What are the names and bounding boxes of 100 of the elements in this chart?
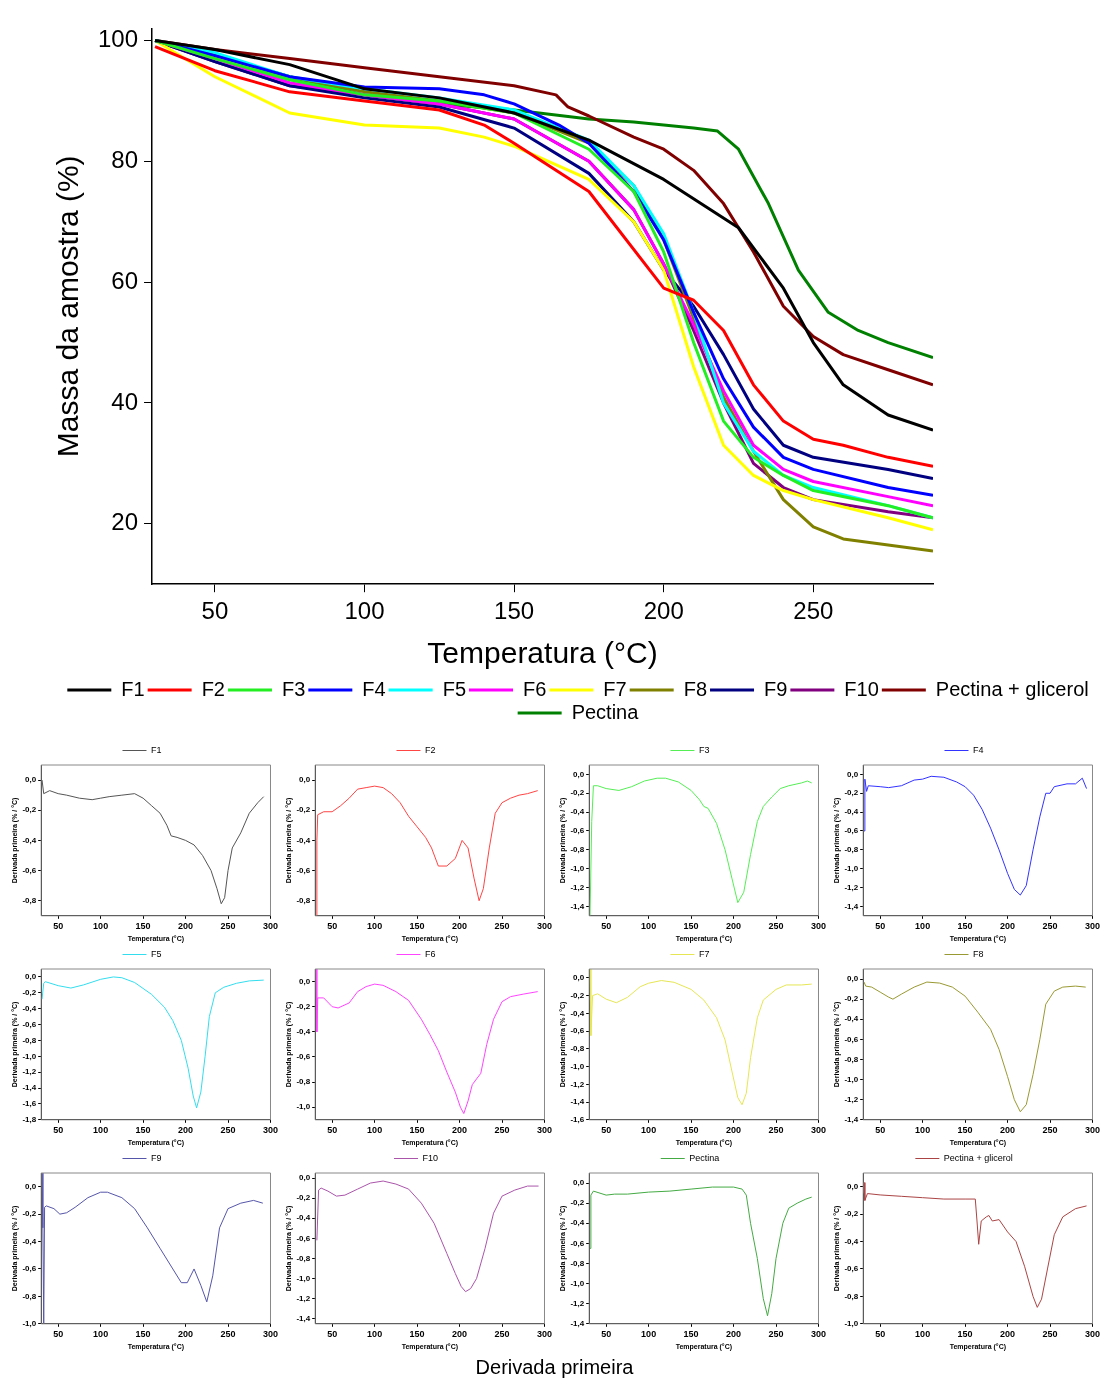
x-tick-label: 200: [1000, 920, 1016, 931]
y-tick-label: 20: [111, 508, 139, 536]
legend-label: F4: [973, 744, 984, 755]
y-axis-title: Massa da amostra (%): [51, 155, 85, 458]
y-tick-label: 0,0: [573, 769, 585, 779]
x-tick-label: 100: [93, 1124, 109, 1135]
x-tick-label: 200: [178, 920, 194, 931]
y-tick-label: -0,6: [296, 1052, 311, 1062]
x-tick-label: 200: [1000, 1124, 1016, 1135]
y-tick-label: 0,0: [847, 1181, 859, 1191]
legend-label: F8: [683, 677, 708, 700]
y-tick-label: -0,2: [296, 1193, 311, 1203]
x-tick-label: 100: [367, 1328, 383, 1339]
x-tick-label: 150: [683, 920, 699, 931]
x-tick-label: 50: [327, 1328, 338, 1339]
y-tick-label: -0,8: [22, 1291, 37, 1301]
y-tick-label: 0,0: [299, 976, 311, 986]
y-tick-label: -0,8: [296, 1077, 311, 1087]
x-tick-label: 50: [875, 920, 886, 931]
x-tick-label: 100: [641, 1328, 657, 1339]
y-tick-label: -0,2: [844, 994, 859, 1004]
x-tick-label: 150: [135, 920, 151, 931]
y-tick-label: -1,2: [844, 1094, 859, 1104]
x-tick-label: 50: [875, 1328, 886, 1339]
y-tick-label: -0,6: [296, 1233, 311, 1243]
x-tick-label: 250: [220, 920, 236, 931]
x-tick-label: 50: [601, 920, 612, 931]
x-tick-label: 300: [1084, 1328, 1101, 1339]
y-tick-label: 0,0: [847, 769, 859, 779]
x-tick-label: 300: [536, 1328, 553, 1339]
x-tick-label: 250: [494, 1328, 510, 1339]
legend-label: F2: [425, 744, 436, 755]
x-tick-label: 250: [1042, 1328, 1058, 1339]
x-tick-label: 100: [367, 920, 383, 931]
x-tick-label: 50: [327, 920, 338, 931]
legend-label: F7: [603, 677, 627, 700]
x-tick-label: 300: [1084, 920, 1101, 931]
x-tick-label: 250: [1042, 1124, 1058, 1135]
x-tick-label: 200: [452, 920, 468, 931]
y-tick-label: -0,6: [22, 865, 37, 875]
x-tick-label: 300: [262, 1124, 279, 1135]
y-tick-label: -0,4: [296, 1213, 311, 1223]
y-tick-label: -1,4: [22, 1083, 37, 1093]
text: Derivada primeira: [474, 1356, 635, 1379]
y-tick-label: -1,0: [570, 1278, 585, 1288]
x-tick-label: 100: [915, 920, 931, 931]
y-tick-label: -0,4: [22, 1236, 37, 1246]
y-tick-label: -0,2: [570, 1198, 585, 1208]
x-tick-label: 50: [327, 1124, 338, 1135]
legend-label: F3: [699, 744, 710, 755]
y-tick-label: -0,4: [296, 835, 311, 845]
x-tick-label: 100: [344, 597, 385, 625]
y-tick-label: -1,2: [22, 1067, 37, 1077]
x-tick-label: 200: [452, 1328, 468, 1339]
y-tick-label: -0,8: [296, 895, 311, 905]
y-tick-label: 40: [111, 387, 139, 415]
x-tick-label: 250: [494, 920, 510, 931]
y-tick-label: 0,0: [299, 775, 311, 785]
y-tick-label: -1,0: [296, 1102, 311, 1112]
y-tick-label: 0,0: [25, 1181, 37, 1191]
y-tick-label: -0,6: [296, 865, 311, 875]
y-tick-label: -1,2: [570, 1298, 585, 1308]
y-tick-label: 0,0: [573, 973, 585, 983]
y-tick-label: -0,8: [570, 1258, 585, 1268]
x-tick-label: 100: [915, 1328, 931, 1339]
y-tick-label: -0,4: [570, 1008, 585, 1018]
x-tick-label: 300: [262, 920, 279, 931]
x-tick-label: 50: [53, 1328, 64, 1339]
y-tick-label: -0,4: [22, 1003, 37, 1013]
legend-label: F1: [121, 677, 145, 700]
legend-label: F6: [425, 948, 436, 959]
y-tick-label: 0,0: [299, 1173, 311, 1183]
y-tick-label: 80: [111, 145, 139, 173]
y-tick-label: -0,6: [844, 826, 859, 836]
legend-label: F10: [422, 1152, 439, 1163]
y-tick-label: -0,2: [22, 1209, 37, 1219]
y-tick-label: -1,0: [296, 1273, 311, 1283]
y-tick-label: 0,0: [25, 972, 37, 982]
y-tick-label: 100: [98, 25, 139, 53]
x-tick-label: 100: [915, 1124, 931, 1135]
x-axis-title: Temperatura (°C): [427, 636, 658, 670]
x-tick-label: 200: [643, 597, 684, 625]
legend-label: Pectina: [571, 700, 640, 723]
y-tick-label: -0,2: [570, 788, 585, 798]
legend-label: F5: [151, 948, 162, 959]
y-tick-label: -1,0: [570, 1061, 585, 1071]
x-tick-label: 200: [726, 920, 742, 931]
y-tick-label: -0,2: [22, 805, 37, 815]
y-tick-label: -1,0: [22, 1051, 37, 1061]
x-tick-label: 300: [1084, 1124, 1101, 1135]
y-tick-label: -0,8: [570, 845, 585, 855]
x-tick-label: 150: [409, 1124, 425, 1135]
x-tick-label: 150: [957, 1328, 973, 1339]
legend-label: F5: [442, 677, 467, 700]
y-tick-label: -1,4: [570, 1319, 585, 1328]
x-tick-label: 50: [201, 597, 229, 625]
legend-label: Pectina + glicerol: [943, 1152, 1013, 1163]
y-tick-label: -0,6: [570, 826, 585, 836]
x-tick-label: 150: [957, 920, 973, 931]
x-tick-label: 250: [220, 1124, 236, 1135]
